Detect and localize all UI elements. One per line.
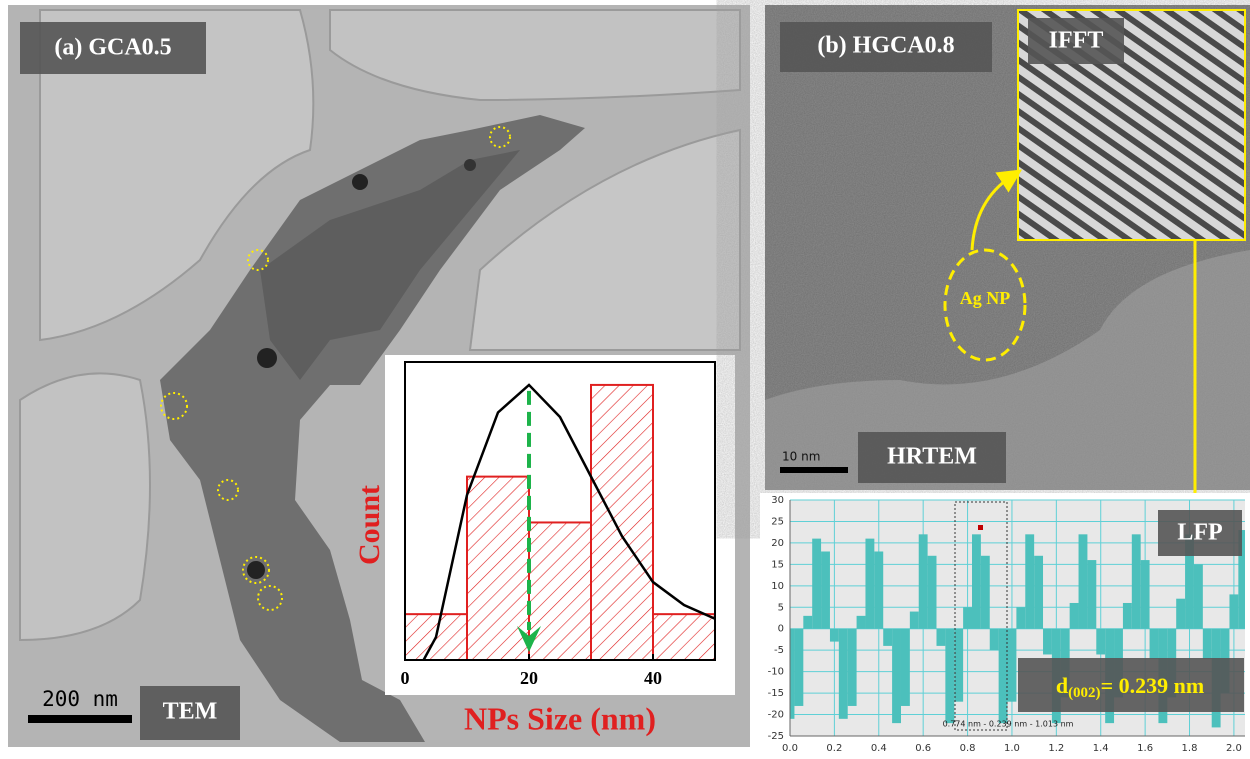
profile-bar <box>848 629 857 706</box>
x-tick-label: 20 <box>520 668 538 688</box>
x-axis-label: NPs Size (nm) <box>464 700 656 736</box>
profile-bar <box>1043 629 1052 655</box>
x-tick-label: 0.4 <box>871 743 887 754</box>
profile-bar <box>1079 534 1088 628</box>
profile-bar <box>972 534 981 628</box>
profile-bar <box>1150 629 1159 659</box>
profile-bar <box>821 551 830 628</box>
x-tick-label: 1.0 <box>1004 743 1020 754</box>
y-tick-label: -10 <box>768 667 784 678</box>
x-tick-label: 0.8 <box>960 743 976 754</box>
y-tick-label: 30 <box>771 495 784 506</box>
profile-bar <box>883 629 892 646</box>
profile-bar <box>936 629 945 646</box>
profile-bar <box>1008 629 1017 702</box>
profile-bar <box>892 629 901 723</box>
x-tick-label: 2.0 <box>1226 743 1242 754</box>
profile-bar <box>901 629 910 706</box>
profile-bar <box>865 539 874 629</box>
y-tick-label: 20 <box>771 538 784 549</box>
profile-bar <box>999 629 1008 723</box>
x-tick-label: 0.6 <box>915 743 931 754</box>
x-tick-label: 0 <box>401 668 410 688</box>
profile-bar <box>1229 594 1238 628</box>
histogram-bar <box>467 477 529 660</box>
figure: (a) GCA0.5 200 nm TEM Count NPs Size (nm… <box>0 0 1250 759</box>
x-tick-label: 1.8 <box>1182 743 1198 754</box>
profile-bar <box>874 551 883 628</box>
measurement-label: 0.774 nm - 0.239 nm - 1.013 nm <box>943 720 1074 729</box>
profile-bar <box>1132 534 1141 628</box>
profile-bar <box>857 616 866 629</box>
profile-bar <box>954 629 963 702</box>
profile-bar <box>910 612 919 629</box>
particle-label: Ag NP <box>960 288 1011 308</box>
histogram-bar <box>591 385 653 660</box>
profile-bar <box>1096 629 1105 655</box>
histogram-bar <box>653 614 715 660</box>
d-value: = 0.239 nm <box>1101 673 1205 698</box>
profile-bar <box>1034 556 1043 629</box>
y-tick-label: 15 <box>771 559 784 570</box>
profile-bar <box>1194 564 1203 628</box>
profile-bar <box>794 629 803 706</box>
histogram-bar <box>529 522 591 660</box>
panel-label: (a) GCA0.5 <box>54 35 171 61</box>
y-tick-label: 10 <box>771 581 784 592</box>
x-tick-label: 0.2 <box>826 743 842 754</box>
profile-bar <box>1025 534 1034 628</box>
profile-bar <box>839 629 848 719</box>
y-tick-label: 25 <box>771 516 784 527</box>
profile-bar <box>981 556 990 629</box>
hrtem-image: (b) HGCA0.8 IFFT Ag NP 10 nm HRTEM <box>765 5 1250 505</box>
x-tick-label: 0.0 <box>782 743 798 754</box>
x-tick-label: 1.4 <box>1093 743 1109 754</box>
x-tick-label: 1.2 <box>1048 743 1064 754</box>
mode-label: TEM <box>163 699 218 725</box>
profile-label: LFP <box>1177 520 1222 546</box>
x-tick-label: 40 <box>644 668 662 688</box>
profile-bar <box>790 629 794 719</box>
profile-bar <box>1087 560 1096 629</box>
y-tick-label: -5 <box>774 645 784 656</box>
profile-bar <box>1016 607 1025 628</box>
profile-bar <box>1203 629 1212 659</box>
profile-bar <box>1176 599 1185 629</box>
y-tick-label: -20 <box>768 710 784 721</box>
d-subscript: (002) <box>1068 685 1101 701</box>
profile-bar <box>1123 603 1132 629</box>
histogram-inset: Count NPs Size (nm) 0 20 40 <box>353 355 735 736</box>
d-symbol: d <box>1056 673 1068 698</box>
scale-bar-label: 10 nm <box>782 450 820 464</box>
profile-bar <box>928 556 937 629</box>
profile-bar <box>830 629 839 642</box>
y-tick-label: -15 <box>768 688 784 699</box>
panel-label: (b) HGCA0.8 <box>817 33 954 59</box>
inset-label: IFFT <box>1049 28 1104 54</box>
mode-label: HRTEM <box>887 444 977 470</box>
profile-bar <box>812 539 821 629</box>
y-tick-label: 5 <box>778 602 784 613</box>
profile-bar <box>945 629 954 723</box>
y-tick-label: -25 <box>768 731 784 742</box>
profile-bar <box>803 616 812 629</box>
profile-bar <box>1070 603 1079 629</box>
scale-bar-label: 200 nm <box>42 687 118 711</box>
profile-bar <box>963 607 972 628</box>
profile-bar <box>919 534 928 628</box>
y-axis-label: Count <box>353 485 386 565</box>
profile-bar <box>990 629 999 650</box>
profile-bar <box>1141 560 1150 629</box>
y-tick-label: 0 <box>778 624 784 635</box>
x-tick-label: 1.6 <box>1137 743 1153 754</box>
